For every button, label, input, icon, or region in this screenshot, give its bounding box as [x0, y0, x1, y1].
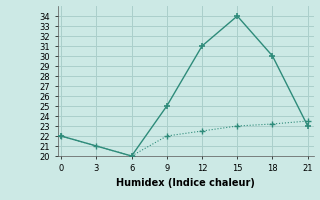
X-axis label: Humidex (Indice chaleur): Humidex (Indice chaleur) — [116, 178, 255, 188]
